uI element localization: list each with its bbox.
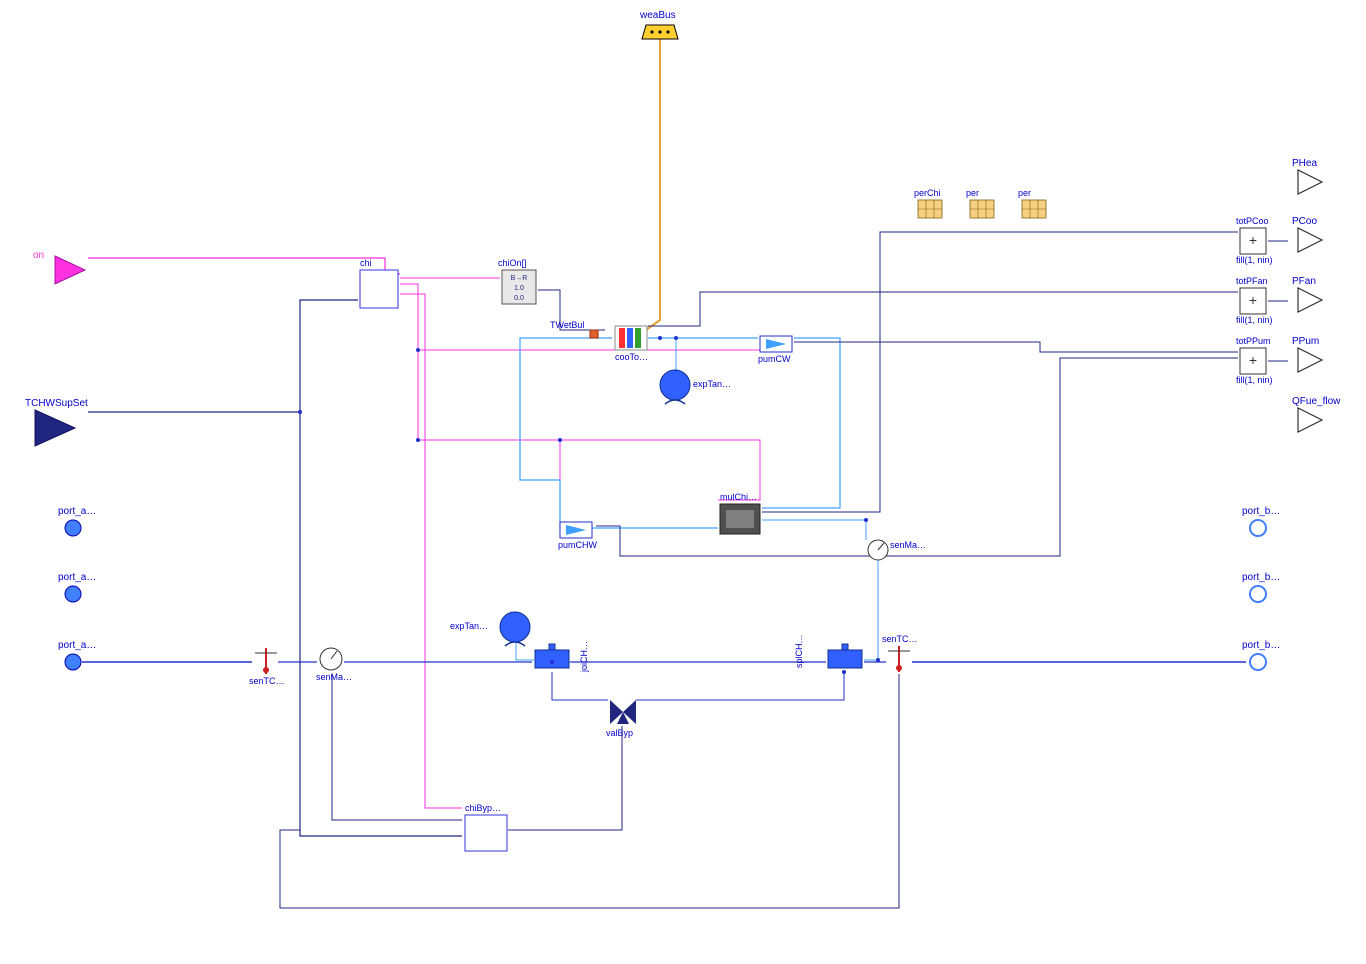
label: port_b…	[1242, 506, 1280, 517]
label: port_b…	[1242, 572, 1280, 583]
label: valByp	[606, 728, 633, 738]
label: expTan…	[693, 379, 731, 389]
expTan2[interactable]	[500, 612, 530, 642]
wire	[864, 560, 878, 660]
output-qfue_flow[interactable]	[1298, 408, 1322, 432]
wire	[400, 294, 462, 808]
label: port_a…	[58, 640, 96, 651]
label: chi	[360, 258, 372, 268]
label: cooTo…	[615, 352, 648, 362]
pumCHW[interactable]	[560, 522, 592, 538]
pumCW[interactable]	[760, 336, 792, 352]
label: mulChi…	[720, 492, 757, 502]
wire	[552, 672, 608, 700]
label: pumCHW	[558, 540, 597, 550]
chiByp[interactable]	[465, 815, 507, 851]
label: senTC…	[882, 634, 918, 644]
wire	[508, 726, 622, 830]
splCH[interactable]	[828, 644, 862, 668]
port_a1[interactable]	[65, 520, 81, 536]
label: port_b…	[1242, 640, 1280, 651]
label: senMa…	[316, 672, 352, 682]
wire	[332, 674, 462, 820]
label: totPPum	[1236, 336, 1271, 346]
label: fill(1, nin)	[1236, 255, 1273, 265]
wire	[88, 258, 400, 274]
wire	[300, 300, 358, 412]
label: chiByp…	[465, 803, 501, 813]
output-pcoo[interactable]	[1298, 228, 1322, 252]
wire	[418, 440, 760, 500]
output-pfan[interactable]	[1298, 288, 1322, 312]
input-on[interactable]	[55, 256, 85, 284]
label: totPFan	[1236, 276, 1268, 286]
label: per	[1018, 188, 1031, 198]
label: fill(1, nin)	[1236, 315, 1273, 325]
cooTo[interactable]	[615, 326, 647, 350]
label: expTan…	[450, 621, 488, 631]
label: senMa…	[890, 540, 926, 550]
input-tchwsupset[interactable]	[35, 410, 75, 446]
port_a3[interactable]	[65, 654, 81, 670]
wire	[646, 39, 660, 330]
svg-text:1.0: 1.0	[514, 285, 524, 292]
svg-text:B→R: B→R	[511, 275, 528, 282]
joiCH[interactable]	[535, 644, 569, 668]
output-phea[interactable]	[1298, 170, 1322, 194]
svg-text:+: +	[1249, 352, 1257, 368]
wire	[400, 284, 760, 350]
label: splCH…	[794, 634, 804, 668]
label: totPCoo	[1236, 216, 1269, 226]
label: port_a…	[58, 506, 96, 517]
label: joiCH…	[579, 641, 589, 672]
wire	[88, 412, 462, 836]
label: perChi	[914, 188, 941, 198]
wire	[648, 292, 1238, 326]
wire	[418, 350, 560, 522]
wire	[636, 672, 844, 700]
mulChi[interactable]	[720, 504, 760, 534]
port_a2[interactable]	[65, 586, 81, 602]
label: on	[33, 250, 44, 261]
label: TCHWSupSet	[25, 398, 88, 409]
senTC2[interactable]	[888, 646, 910, 672]
wire	[794, 342, 1238, 352]
label: QFue_flow	[1292, 396, 1340, 407]
wire	[520, 338, 718, 528]
senTC1[interactable]	[255, 648, 277, 674]
label: weaBus	[640, 10, 676, 21]
svg-text:+: +	[1249, 292, 1257, 308]
expTan1[interactable]	[660, 370, 690, 400]
svg-text:0.0: 0.0	[514, 295, 524, 302]
port_b2[interactable]	[1250, 586, 1266, 602]
svg-text:+: +	[1249, 232, 1257, 248]
label: fill(1, nin)	[1236, 375, 1273, 385]
label: PCoo	[1292, 216, 1317, 227]
wire	[762, 232, 1238, 512]
chi[interactable]	[360, 270, 398, 308]
label: per	[966, 188, 979, 198]
wire	[762, 520, 866, 540]
label: PPum	[1292, 336, 1319, 347]
output-ppum[interactable]	[1298, 348, 1322, 372]
label: PFan	[1292, 276, 1316, 287]
diagram-canvas: + + + B→R 1.0 0.0	[0, 0, 1366, 964]
label: senTC…	[249, 676, 285, 686]
label: port_a…	[58, 572, 96, 583]
wire	[280, 674, 899, 908]
label: PHea	[1292, 158, 1317, 169]
port_b1[interactable]	[1250, 520, 1266, 536]
label: chiOn[]	[498, 258, 527, 268]
valByp[interactable]	[610, 700, 636, 724]
port_b3[interactable]	[1250, 654, 1266, 670]
label: pumCW	[758, 354, 791, 364]
label: TWetBul	[550, 320, 584, 330]
